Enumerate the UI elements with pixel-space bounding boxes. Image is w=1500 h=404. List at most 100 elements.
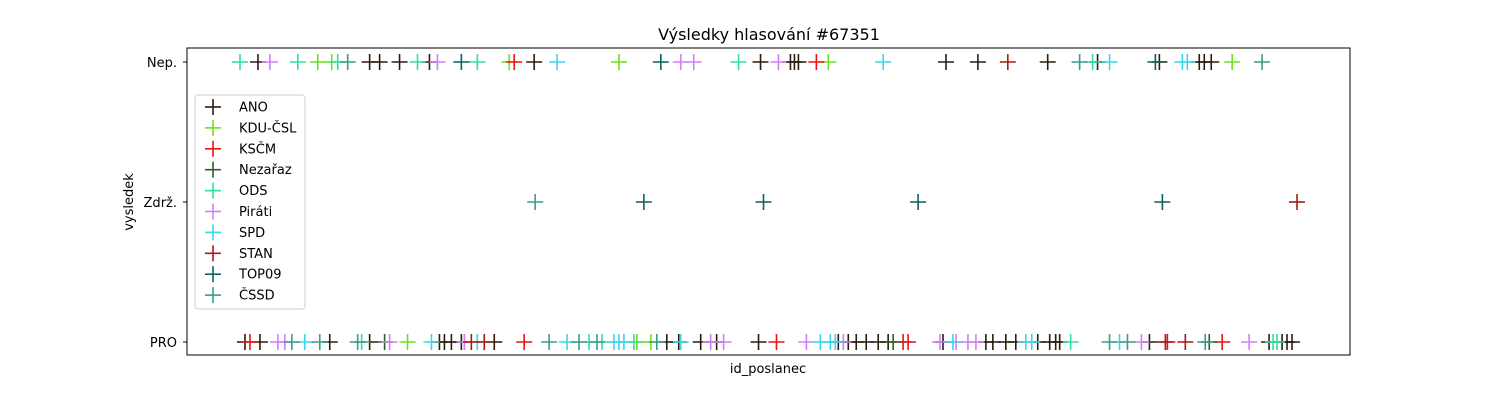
data-point [311, 334, 328, 350]
data-point [685, 54, 702, 70]
data-point [588, 334, 605, 350]
legend-label: SPD [239, 226, 265, 241]
legend-label: Nezařaz [239, 163, 292, 178]
data-point [798, 334, 815, 350]
data-point [1177, 334, 1194, 350]
data-point [944, 334, 961, 350]
y-axis: PRO Zdrž. Nep. [144, 56, 187, 351]
data-point [571, 334, 588, 350]
data-point [423, 334, 440, 350]
data-point [790, 54, 807, 70]
data-point [541, 334, 558, 350]
data-point [1133, 334, 1150, 350]
data-point [750, 334, 767, 350]
legend-label: STAN [239, 247, 273, 262]
y-tick-label: Nep. [147, 56, 177, 71]
data-point [1071, 54, 1088, 70]
data-point [453, 54, 470, 70]
data-point [875, 54, 892, 70]
data-point [1119, 334, 1136, 350]
legend-marker [205, 119, 221, 136]
legend-label: TOP09 [238, 268, 282, 283]
y-tick-label: PRO [150, 336, 177, 351]
data-point [1203, 54, 1220, 70]
legend-marker [205, 266, 221, 283]
data-point [283, 334, 300, 350]
data-point [1269, 334, 1286, 350]
data-point [1039, 54, 1056, 70]
legend-marker [205, 99, 221, 115]
data-point [827, 334, 844, 350]
data-point [1023, 334, 1040, 350]
data-point [1254, 54, 1271, 70]
data-point [409, 54, 426, 70]
data-point [808, 54, 825, 70]
data-point [1224, 54, 1241, 70]
chart-title: Výsledky hlasování #67351 [658, 25, 880, 44]
data-point [1157, 334, 1174, 350]
data-point [755, 194, 772, 210]
data-point [349, 334, 366, 350]
legend-marker [205, 140, 221, 157]
data-point [648, 334, 665, 350]
data-point [1154, 194, 1171, 210]
data-point [391, 54, 408, 70]
data-point [399, 334, 416, 350]
data-point [506, 54, 523, 70]
legend: ANO KDU-ČSL KSČM Nezařaz ODS Piráti SPD STAN TOP… [194, 94, 306, 310]
data-point [768, 334, 785, 350]
legend-marker [205, 182, 221, 199]
data-point [309, 54, 326, 70]
data-point [1284, 334, 1301, 350]
data-point [526, 54, 543, 70]
data-point [371, 54, 388, 70]
legend-label: ODS [239, 184, 268, 199]
data-point [969, 54, 986, 70]
data-point [1101, 334, 1118, 350]
data-point [999, 54, 1016, 70]
data-point [1147, 54, 1164, 70]
data-point [1241, 334, 1258, 350]
data-point [527, 194, 544, 210]
legend-marker [205, 287, 221, 304]
data-point [770, 54, 787, 70]
data-point [1062, 334, 1079, 350]
data-point [429, 54, 446, 70]
data-point [1289, 194, 1305, 210]
legend-marker [205, 161, 221, 178]
y-tick-label: Zdrž. [144, 196, 177, 211]
data-point [469, 54, 486, 70]
data-point [730, 54, 747, 70]
data-point [261, 54, 278, 70]
legend-marker [205, 245, 221, 262]
data-point [937, 54, 954, 70]
data-point [339, 54, 356, 70]
legend-label: ANO [239, 101, 268, 116]
data-point [885, 334, 902, 350]
data-point [900, 334, 917, 350]
data-marks [232, 54, 1305, 350]
legend-label: KSČM [239, 141, 276, 157]
data-point [241, 334, 258, 350]
legend-label: ČSSD [239, 288, 275, 304]
legend-label: KDU-ČSL [239, 120, 297, 136]
data-point [615, 334, 632, 350]
data-point [752, 54, 769, 70]
legend-marker [205, 203, 221, 220]
x-axis-label: id_poslanec [730, 362, 806, 377]
data-point [672, 334, 689, 350]
data-point [1197, 334, 1214, 350]
y-axis-label: vysledek [122, 173, 137, 231]
data-point [476, 334, 493, 350]
legend-frame [194, 94, 306, 310]
data-point [232, 54, 248, 70]
data-point [610, 54, 627, 70]
data-point [635, 194, 652, 210]
data-point [549, 54, 566, 70]
data-point [652, 54, 669, 70]
data-point [967, 334, 984, 350]
data-point [715, 334, 732, 350]
data-point [289, 54, 306, 70]
data-point [516, 334, 533, 350]
